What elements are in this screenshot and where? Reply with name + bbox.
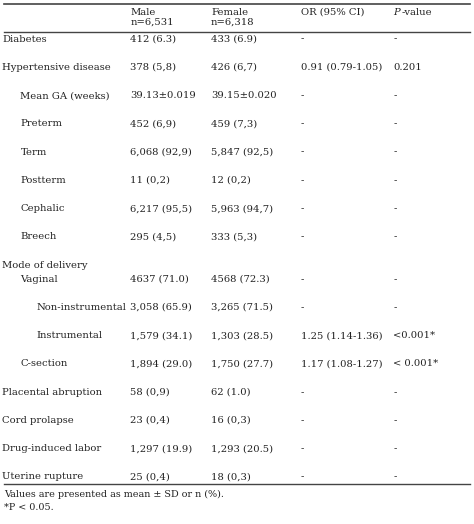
Text: -: -: [301, 204, 304, 213]
Text: Mean GA (weeks): Mean GA (weeks): [20, 91, 110, 100]
Text: Non-instrumental: Non-instrumental: [36, 303, 127, 312]
Text: Values are presented as mean ± SD or n (%).: Values are presented as mean ± SD or n (…: [4, 490, 224, 499]
Text: 0.201: 0.201: [393, 63, 422, 72]
Text: -: -: [393, 444, 397, 453]
Text: 459 (7,3): 459 (7,3): [211, 119, 257, 128]
Text: 6,068 (92,9): 6,068 (92,9): [130, 148, 192, 157]
Text: 39.13±0.019: 39.13±0.019: [130, 91, 196, 100]
Text: -: -: [301, 35, 304, 43]
Text: 1,894 (29.0): 1,894 (29.0): [130, 359, 192, 368]
Text: 5,847 (92,5): 5,847 (92,5): [211, 148, 273, 157]
Text: -: -: [393, 176, 397, 185]
Text: 426 (6,7): 426 (6,7): [211, 63, 257, 72]
Text: 5,963 (94,7): 5,963 (94,7): [211, 204, 273, 213]
Text: -: -: [393, 148, 397, 157]
Text: -: -: [301, 119, 304, 128]
Text: 1.17 (1.08-1.27): 1.17 (1.08-1.27): [301, 359, 383, 368]
Text: 11 (0,2): 11 (0,2): [130, 176, 170, 185]
Text: 378 (5,8): 378 (5,8): [130, 63, 176, 72]
Text: 62 (1.0): 62 (1.0): [211, 388, 251, 397]
Text: Male: Male: [130, 8, 156, 17]
Text: 1,750 (27.7): 1,750 (27.7): [211, 359, 273, 368]
Text: 4637 (71.0): 4637 (71.0): [130, 275, 189, 283]
Text: -: -: [393, 119, 397, 128]
Text: 4568 (72.3): 4568 (72.3): [211, 275, 270, 283]
Text: -: -: [393, 388, 397, 397]
Text: -: -: [301, 275, 304, 283]
Text: Cord prolapse: Cord prolapse: [2, 416, 74, 425]
Text: 452 (6,9): 452 (6,9): [130, 119, 176, 128]
Text: 12 (0,2): 12 (0,2): [211, 176, 251, 185]
Text: -: -: [301, 444, 304, 453]
Text: Diabetes: Diabetes: [2, 35, 47, 43]
Text: 1,579 (34.1): 1,579 (34.1): [130, 331, 193, 340]
Text: -: -: [393, 91, 397, 100]
Text: -: -: [301, 416, 304, 425]
Text: Uterine rupture: Uterine rupture: [2, 473, 83, 482]
Text: Term: Term: [20, 148, 47, 157]
Text: -: -: [301, 303, 304, 312]
Text: -: -: [393, 275, 397, 283]
Text: 0.91 (0.79-1.05): 0.91 (0.79-1.05): [301, 63, 383, 72]
Text: 1,297 (19.9): 1,297 (19.9): [130, 444, 192, 453]
Text: Mode of delivery: Mode of delivery: [2, 260, 88, 269]
Text: -: -: [301, 388, 304, 397]
Text: n=6,318: n=6,318: [211, 18, 255, 27]
Text: 1.25 (1.14-1.36): 1.25 (1.14-1.36): [301, 331, 383, 340]
Text: Placental abruption: Placental abruption: [2, 388, 102, 397]
Text: Female: Female: [211, 8, 248, 17]
Text: 1,293 (20.5): 1,293 (20.5): [211, 444, 273, 453]
Text: <0.001*: <0.001*: [393, 331, 436, 340]
Text: -: -: [393, 35, 397, 43]
Text: -: -: [393, 473, 397, 482]
Text: 18 (0,3): 18 (0,3): [211, 473, 251, 482]
Text: P: P: [393, 8, 400, 17]
Text: -: -: [393, 204, 397, 213]
Text: 23 (0,4): 23 (0,4): [130, 416, 170, 425]
Text: *P < 0.05.: *P < 0.05.: [4, 503, 54, 512]
Text: Drug-induced labor: Drug-induced labor: [2, 444, 101, 453]
Text: 58 (0,9): 58 (0,9): [130, 388, 170, 397]
Text: -: -: [301, 91, 304, 100]
Text: 1,303 (28.5): 1,303 (28.5): [211, 331, 273, 340]
Text: Preterm: Preterm: [20, 119, 63, 128]
Text: 39.15±0.020: 39.15±0.020: [211, 91, 276, 100]
Text: 333 (5,3): 333 (5,3): [211, 232, 257, 242]
Text: < 0.001*: < 0.001*: [393, 359, 438, 368]
Text: 16 (0,3): 16 (0,3): [211, 416, 251, 425]
Text: C-section: C-section: [20, 359, 68, 368]
Text: -: -: [393, 303, 397, 312]
Text: 6,217 (95,5): 6,217 (95,5): [130, 204, 192, 213]
Text: -: -: [301, 148, 304, 157]
Text: -: -: [301, 176, 304, 185]
Text: Hypertensive disease: Hypertensive disease: [2, 63, 111, 72]
Text: -: -: [393, 416, 397, 425]
Text: -value: -value: [401, 8, 432, 17]
Text: OR (95% CI): OR (95% CI): [301, 8, 365, 17]
Text: -: -: [393, 232, 397, 242]
Text: 25 (0,4): 25 (0,4): [130, 473, 170, 482]
Text: Vaginal: Vaginal: [20, 275, 58, 283]
Text: 3,058 (65.9): 3,058 (65.9): [130, 303, 192, 312]
Text: Cephalic: Cephalic: [20, 204, 65, 213]
Text: 412 (6.3): 412 (6.3): [130, 35, 176, 43]
Text: Postterm: Postterm: [20, 176, 66, 185]
Text: 433 (6.9): 433 (6.9): [211, 35, 257, 43]
Text: 295 (4,5): 295 (4,5): [130, 232, 177, 242]
Text: Breech: Breech: [20, 232, 57, 242]
Text: -: -: [301, 232, 304, 242]
Text: n=6,531: n=6,531: [130, 18, 174, 27]
Text: -: -: [301, 473, 304, 482]
Text: Instrumental: Instrumental: [36, 331, 102, 340]
Text: 3,265 (71.5): 3,265 (71.5): [211, 303, 273, 312]
